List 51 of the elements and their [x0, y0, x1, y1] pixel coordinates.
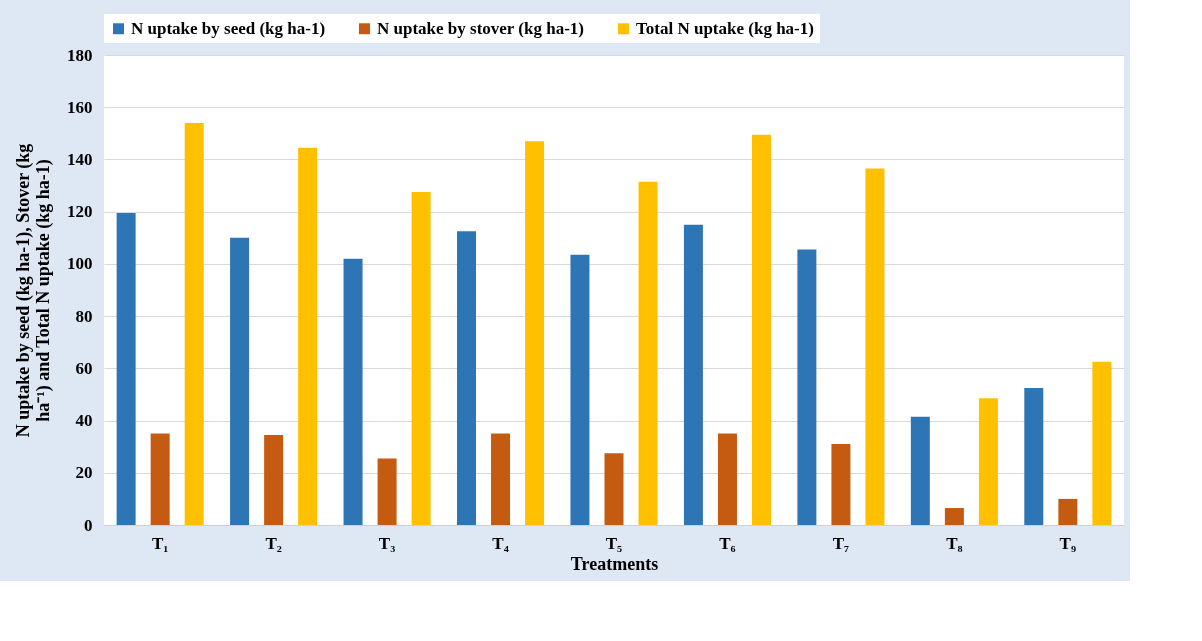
bar [150, 433, 170, 525]
x-tick-label: T₉ [1059, 533, 1077, 553]
bar [377, 458, 397, 525]
y-tick-label: 40 [75, 411, 93, 431]
y-tick-label: 20 [75, 463, 93, 483]
x-tick-label: T₃ [378, 533, 396, 553]
x-tick-label: T₄ [492, 533, 509, 553]
y-tick-label: 0 [84, 515, 93, 535]
y-tick-label: 160 [67, 97, 93, 117]
x-tick-label: T₂ [265, 533, 282, 553]
bar [944, 508, 964, 525]
x-tick-label: T₁ [151, 533, 169, 553]
bar [525, 141, 545, 525]
y-tick-label: 80 [75, 306, 93, 326]
legend-label: N uptake by stover (kg ha-1) [377, 18, 585, 38]
bar [638, 181, 658, 525]
bar [570, 254, 590, 525]
bar [797, 249, 817, 525]
x-axis-title: Treatments [570, 553, 659, 574]
y-tick-label: 180 [67, 45, 93, 65]
bar [752, 134, 771, 525]
bar [411, 192, 431, 525]
y-tick-label: 120 [67, 202, 93, 222]
bar [978, 398, 998, 525]
legend-label: N uptake by seed (kg ha-1) [131, 18, 326, 38]
bar [230, 237, 250, 525]
bar [831, 444, 851, 525]
y-axis-title: N uptake by seed (kg ha-1), Stover (kg ha⁻¹) and Total N uptake (kg ha-1) [13, 143, 54, 438]
y-tick-label: 140 [67, 149, 93, 169]
bar [1092, 361, 1112, 525]
bar [1058, 498, 1078, 525]
bar [604, 453, 624, 525]
bar [910, 416, 930, 525]
bar [865, 168, 885, 525]
bar [491, 433, 511, 525]
bar [683, 224, 703, 525]
bar [116, 212, 136, 525]
bar [264, 434, 284, 525]
x-tick-label: T₆ [719, 533, 736, 553]
y-tick-label: 60 [75, 358, 93, 378]
y-tick-label: 100 [67, 254, 93, 274]
bar [457, 231, 476, 525]
bar [298, 147, 318, 525]
bar [717, 433, 737, 525]
x-tick-label: T₈ [946, 533, 963, 553]
legend-label: Total N uptake (kg ha-1) [636, 18, 814, 38]
bar [343, 258, 363, 525]
x-tick-label: T₅ [605, 533, 623, 553]
bar [184, 122, 204, 525]
bar [1024, 387, 1044, 525]
x-tick-label: T₇ [832, 533, 850, 553]
